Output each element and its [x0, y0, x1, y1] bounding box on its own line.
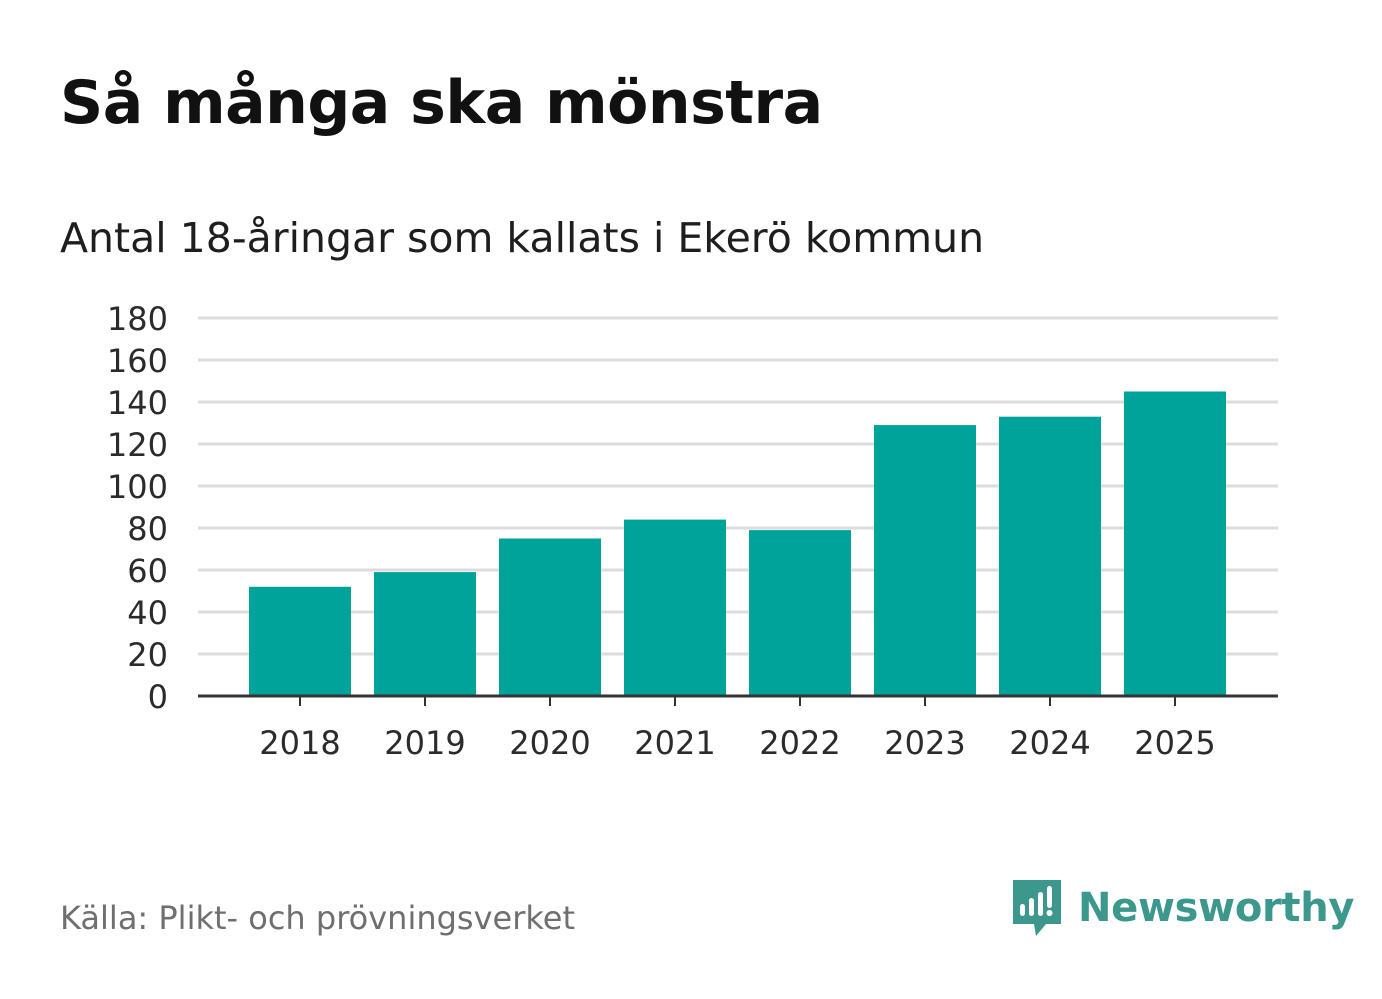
bar-2022: [749, 530, 851, 696]
x-tick-label-2018: 2018: [259, 724, 340, 762]
bar-2021: [624, 519, 726, 696]
y-tick-label-80: 80: [127, 510, 168, 548]
x-tick-label-2025: 2025: [1134, 724, 1215, 762]
bar-2025: [1124, 391, 1226, 696]
x-tick-label-2021: 2021: [634, 724, 715, 762]
y-tick-label-160: 160: [107, 342, 168, 380]
bar-2019: [374, 572, 476, 696]
x-tick-label-2023: 2023: [884, 724, 965, 762]
y-tick-label-180: 180: [107, 300, 168, 338]
y-tick-label-0: 0: [148, 678, 168, 716]
y-tick-label-100: 100: [107, 468, 168, 506]
bar-2020: [499, 538, 601, 696]
y-tick-label-120: 120: [107, 426, 168, 464]
x-tick-label-2020: 2020: [509, 724, 590, 762]
brand-logo: Newsworthy: [1010, 878, 1355, 938]
x-tick-label-2019: 2019: [384, 724, 465, 762]
newsworthy-logo-icon: [1013, 880, 1061, 936]
x-tick-label-2022: 2022: [759, 724, 840, 762]
y-tick-label-140: 140: [107, 384, 168, 422]
y-tick-label-40: 40: [127, 594, 168, 632]
source-note: Källa: Plikt- och prövningsverket: [60, 899, 575, 937]
bar-2018: [249, 586, 351, 696]
bar-2023: [874, 425, 976, 696]
y-tick-label-60: 60: [127, 552, 168, 590]
chart-subtitle: Antal 18-åringar som kallats i Ekerö kom…: [60, 214, 985, 262]
x-tick-label-2024: 2024: [1009, 724, 1090, 762]
chart-title: Så många ska mönstra: [60, 68, 823, 138]
y-tick-label-20: 20: [127, 636, 168, 674]
bar-2024: [999, 416, 1101, 696]
brand-name: Newsworthy: [1078, 885, 1355, 931]
